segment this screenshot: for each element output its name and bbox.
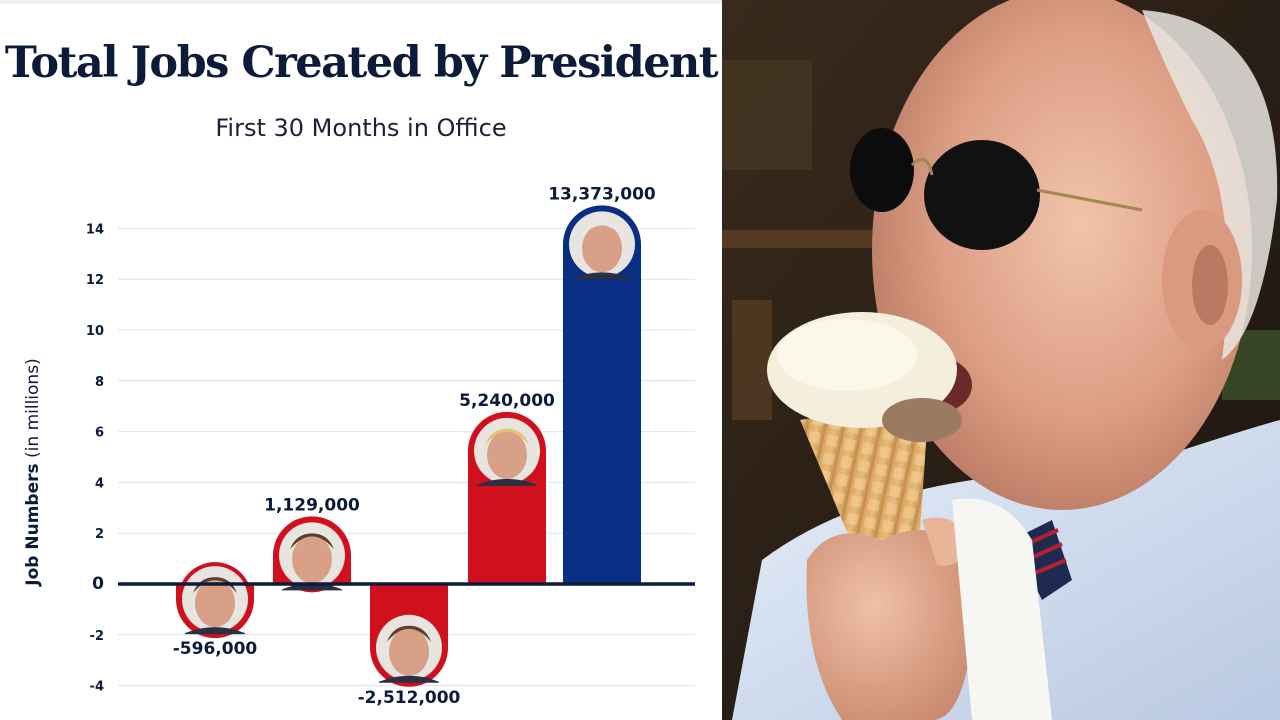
y-tick-label: 0 bbox=[92, 574, 104, 594]
portrait-suit bbox=[477, 478, 537, 486]
man-eating-ice-cream-photo bbox=[722, 0, 1280, 720]
y-tick-label: 8 bbox=[95, 375, 104, 390]
portrait-hair bbox=[580, 222, 624, 239]
y-axis-label: Job Numbers (in millions) bbox=[23, 358, 43, 586]
photo-panel bbox=[722, 0, 1280, 720]
y-tick-label: -4 bbox=[90, 680, 104, 695]
chart-title: Total Jobs Created by President bbox=[4, 38, 719, 88]
y-tick-label: -2 bbox=[90, 629, 104, 644]
chart-panel: Total Jobs Created by President First 30… bbox=[0, 0, 722, 708]
y-tick-label: 2 bbox=[95, 527, 104, 542]
top-rule bbox=[0, 0, 722, 4]
data-label: -596,000 bbox=[173, 639, 258, 659]
portrait-face bbox=[389, 627, 429, 676]
portrait-hair bbox=[387, 625, 431, 642]
y-tick-label: 6 bbox=[95, 426, 104, 441]
data-label: 5,240,000 bbox=[459, 391, 555, 411]
portrait-hair bbox=[290, 533, 334, 550]
portrait-face bbox=[195, 579, 235, 628]
portrait-hair bbox=[485, 428, 529, 445]
data-label: 13,373,000 bbox=[548, 184, 656, 204]
portrait-hair bbox=[193, 577, 237, 594]
portrait-face bbox=[292, 535, 332, 584]
y-tick-label: 10 bbox=[86, 324, 104, 339]
portrait-face bbox=[487, 430, 527, 479]
chart-subtitle: First 30 Months in Office bbox=[215, 114, 507, 142]
y-tick-label: 4 bbox=[95, 476, 104, 491]
data-label: 1,129,000 bbox=[264, 495, 360, 515]
data-label: -2,512,000 bbox=[358, 688, 461, 708]
portrait-suit bbox=[572, 272, 632, 280]
portrait-suit bbox=[185, 627, 245, 635]
bar bbox=[563, 205, 641, 584]
portrait-face bbox=[582, 224, 622, 273]
portrait-suit bbox=[379, 675, 439, 683]
y-tick-label: 14 bbox=[86, 222, 104, 237]
bar-chart: 14 12 10 8 6 4 2 0 -2 -4 Job Numbers (in millions)… bbox=[23, 184, 695, 708]
y-tick-label: 12 bbox=[86, 273, 104, 288]
